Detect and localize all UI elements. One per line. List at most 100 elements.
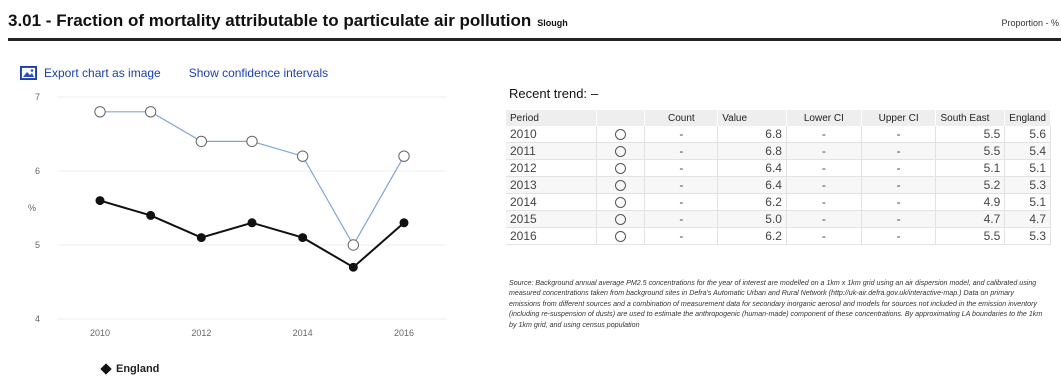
cell-south-east: 5.5 — [935, 227, 1006, 245]
cell-south-east: 4.7 — [935, 210, 1006, 228]
y-tick-label: 7 — [35, 92, 40, 102]
y-tick-label: 5 — [35, 240, 40, 250]
recent-trend: Recent trend: – — [509, 86, 598, 101]
data-point-england — [298, 233, 308, 243]
data-point-england — [348, 262, 358, 272]
y-axis-label: % — [28, 203, 36, 213]
series-line-england — [99, 199, 405, 269]
col-upper-ci: Upper CI — [861, 110, 937, 126]
circle-marker-icon — [615, 180, 627, 192]
cell-england: 5.3 — [1004, 227, 1051, 245]
cell-upper-ci: - — [861, 176, 937, 194]
circle-marker-icon — [615, 231, 627, 243]
x-tick-label: 2012 — [191, 328, 211, 338]
data-table: Period Count Value Lower CI Upper CI Sou… — [506, 110, 1051, 245]
cell-count: - — [644, 126, 719, 143]
data-point-area — [347, 239, 360, 251]
col-value: Value — [717, 110, 787, 126]
circle-marker-icon — [615, 197, 627, 209]
cell-lower-ci: - — [786, 210, 862, 228]
chart-toolbar: Export chart as image Show confidence int… — [20, 64, 328, 80]
circle-marker-icon — [615, 146, 627, 158]
cell-england: 4.7 — [1004, 210, 1051, 228]
table-row: 2014 - 6.2 - - 4.9 5.1 — [506, 193, 1051, 211]
cell-south-east: 5.5 — [935, 142, 1006, 160]
data-point-england — [247, 218, 257, 228]
col-south-east: South East — [935, 110, 1006, 126]
table-header-row: Period Count Value Lower CI Upper CI Sou… — [506, 110, 1051, 126]
cell-upper-ci: - — [861, 210, 937, 228]
cell-period: 2013 — [506, 176, 597, 194]
cell-upper-ci: - — [861, 126, 937, 143]
cell-value: 6.4 — [717, 176, 787, 194]
table-row: 2012 - 6.4 - - 5.1 5.1 — [506, 159, 1051, 177]
recent-trend-value: – — [591, 86, 599, 101]
trend-chart-svg: 4 5 6 7% 2010 2012 2014 2016 — [28, 92, 446, 338]
cell-value: 6.2 — [717, 227, 787, 245]
area-name: Slough — [537, 18, 568, 28]
cell-south-east: 5.1 — [935, 159, 1006, 177]
cell-period: 2015 — [506, 210, 597, 228]
x-tick-label: 2016 — [394, 328, 414, 338]
cell-count: - — [644, 176, 719, 194]
cell-value: 6.8 — [717, 142, 787, 160]
cell-upper-ci: - — [861, 159, 937, 177]
cell-england: 5.4 — [1004, 142, 1051, 160]
recent-trend-label: Recent trend: — [509, 86, 588, 101]
data-point-area — [398, 150, 410, 162]
col-count: Count — [644, 110, 719, 126]
cell-lower-ci: - — [786, 126, 862, 143]
data-point-area — [296, 150, 309, 162]
x-tick-label: 2014 — [293, 328, 313, 338]
cell-lower-ci: - — [786, 227, 862, 245]
table-row: 2010 - 6.8 - - 5.5 5.6 — [506, 126, 1051, 143]
cell-lower-ci: - — [786, 176, 862, 194]
data-point-england — [146, 210, 156, 220]
cell-england: 5.6 — [1004, 126, 1051, 143]
data-point-area — [144, 106, 157, 118]
cell-period: 2010 — [506, 126, 597, 143]
data-point-england — [196, 233, 206, 243]
unit-label: Proportion - % — [1001, 18, 1059, 28]
cell-england: 5.1 — [1004, 159, 1051, 177]
circle-marker-icon — [615, 163, 627, 175]
col-period: Period — [506, 110, 597, 126]
data-point-area — [195, 135, 208, 148]
legend-marker-england — [100, 363, 112, 375]
cell-period: 2014 — [506, 193, 597, 211]
cell-count: - — [644, 142, 719, 160]
cell-england: 5.1 — [1004, 193, 1051, 211]
data-point-england — [399, 218, 409, 228]
cell-south-east: 5.5 — [935, 126, 1006, 143]
table-row: 2016 - 6.2 - - 5.5 5.3 — [506, 227, 1051, 245]
col-marker — [596, 110, 646, 126]
y-tick-label: 4 — [35, 314, 40, 324]
page-header: 3.01 - Fraction of mortality attributabl… — [8, 4, 1061, 41]
trend-chart: 4 5 6 7% 2010 2012 2014 2016 England — [10, 86, 470, 385]
cell-period: 2012 — [506, 159, 597, 177]
cell-upper-ci: - — [861, 142, 937, 160]
legend-label-england: England — [116, 363, 160, 375]
cell-value: 5.0 — [717, 210, 787, 228]
indicator-title: 3.01 - Fraction of mortality attributabl… — [8, 11, 568, 30]
x-tick-label: 2010 — [90, 328, 110, 338]
data-point-area — [94, 106, 106, 118]
export-chart-link[interactable]: Export chart as image — [44, 65, 161, 80]
cell-south-east: 4.9 — [935, 193, 1006, 211]
cell-england: 5.3 — [1004, 176, 1051, 194]
chart-legend: England — [100, 363, 160, 375]
image-icon[interactable] — [20, 65, 37, 80]
cell-period: 2011 — [506, 142, 597, 160]
table-row: 2015 - 5.0 - - 4.7 4.7 — [506, 210, 1051, 228]
table-row: 2011 - 6.8 - - 5.5 5.4 — [506, 142, 1051, 160]
source-note: Source: Background annual average PM2.5 … — [509, 279, 1043, 329]
table-row: 2013 - 6.4 - - 5.2 5.3 — [506, 176, 1051, 194]
cell-count: - — [644, 193, 719, 211]
cell-value: 6.2 — [717, 193, 787, 211]
circle-marker-icon — [615, 214, 627, 226]
y-tick-label: 6 — [35, 166, 40, 176]
cell-lower-ci: - — [786, 159, 862, 177]
cell-lower-ci: - — [786, 193, 862, 211]
show-confidence-intervals-link[interactable]: Show confidence intervals — [188, 65, 329, 80]
cell-count: - — [644, 159, 719, 177]
